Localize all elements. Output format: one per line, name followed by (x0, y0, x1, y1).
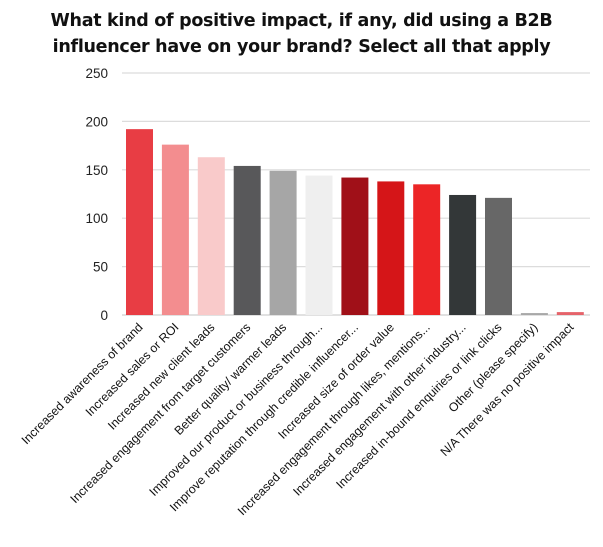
y-tick-label-200: 200 (85, 114, 108, 129)
chart-title-line-2: influencer have on your brand? Select al… (52, 37, 551, 57)
y-tick-label-50: 50 (93, 260, 108, 275)
y-tick-label-100: 100 (85, 211, 108, 226)
bar-3 (197, 157, 225, 315)
bar-4 (233, 165, 261, 315)
bar-8 (377, 181, 405, 315)
y-tick-label-0: 0 (100, 308, 108, 323)
chart-title-line-1: What kind of positive impact, if any, di… (50, 11, 553, 31)
bar-10 (449, 194, 477, 315)
bar-5 (269, 170, 297, 315)
y-axis-ticks: 0 50 100 150 200 250 (85, 66, 108, 323)
bar-2 (161, 144, 189, 315)
chart-title: What kind of positive impact, if any, di… (0, 8, 603, 60)
bars (126, 129, 584, 315)
bar-1 (126, 129, 153, 315)
y-tick-label-250: 250 (85, 66, 108, 81)
bar-11 (485, 197, 512, 315)
bar-7 (341, 177, 369, 315)
bar-13 (556, 312, 584, 315)
x-tick-label-13: N/A There was no positive impact (438, 320, 577, 459)
bar-9 (413, 184, 441, 315)
bar-12 (520, 313, 548, 315)
bar-6 (305, 175, 333, 315)
x-tick-label-11: Increased in-bound enquiries or link cli… (333, 320, 504, 491)
y-tick-label-150: 150 (85, 163, 108, 178)
